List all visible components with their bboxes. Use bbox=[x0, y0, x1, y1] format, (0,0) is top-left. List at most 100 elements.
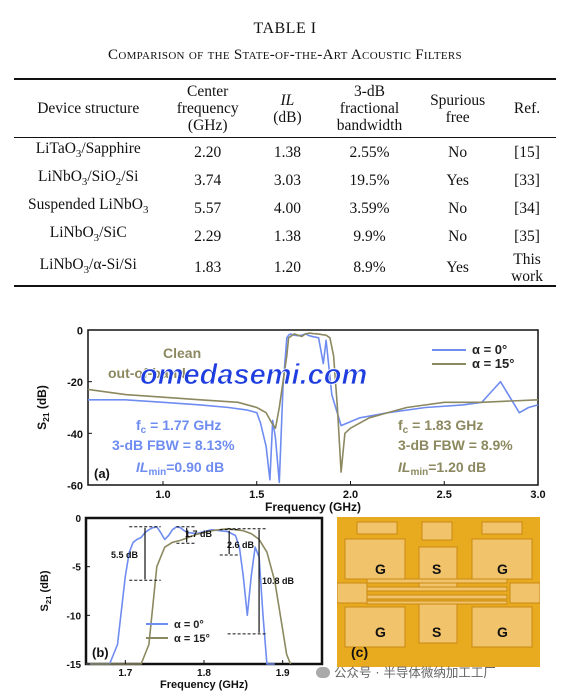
table-row: Suspended LiNbO3 5.57 4.00 3.59% No [34] bbox=[14, 194, 556, 222]
header-il: IL (dB) bbox=[273, 91, 302, 126]
legend-label-b-1: α = 15° bbox=[174, 633, 210, 645]
cell-ref: This work bbox=[511, 250, 543, 285]
y-axis-label: S21 (dB) bbox=[39, 570, 53, 611]
table-header-row: Device structure Center frequency (GHz) IL… bbox=[14, 79, 556, 138]
measure-label-1: 1.7 dB bbox=[185, 529, 213, 539]
cell-freq: 2.20 bbox=[194, 143, 222, 161]
pad-label-3: G bbox=[375, 624, 386, 640]
x-axis-label: Frequency (GHz) bbox=[265, 500, 361, 514]
y-tick-label: -5 bbox=[72, 563, 81, 574]
cell-device: LiTaO3/Sapphire bbox=[35, 140, 141, 161]
comparison-table: Device structure Center frequency (GHz) IL… bbox=[14, 78, 556, 287]
legend-label-1: α = 15° bbox=[472, 356, 514, 371]
electrode-10 bbox=[366, 586, 508, 592]
panel-label-c: (c) bbox=[351, 644, 368, 660]
cell-fbw: 2.55% bbox=[349, 143, 390, 161]
x-tick-label: 2.0 bbox=[343, 489, 358, 501]
table-title: Comparison of the State-of-the-Art Acous… bbox=[108, 47, 462, 63]
table-label: TABLE I bbox=[253, 20, 317, 37]
watermark: omedasemi.com bbox=[140, 359, 367, 391]
cell-fbw: 9.9% bbox=[353, 227, 386, 245]
electrode-2 bbox=[421, 521, 453, 541]
chip-photo: G S G G S G (c) bbox=[336, 517, 541, 667]
cell-spurious: No bbox=[448, 199, 468, 217]
x-tick-label: 1.7 bbox=[118, 668, 132, 679]
wechat-icon bbox=[316, 667, 330, 678]
panel-label: (a) bbox=[94, 466, 110, 481]
cell-ref: [33] bbox=[514, 171, 540, 189]
electrode-11 bbox=[366, 594, 508, 600]
electrode-9 bbox=[366, 578, 508, 584]
cell-spurious: Yes bbox=[446, 171, 469, 189]
series-line-1 bbox=[87, 332, 539, 473]
plot-frame bbox=[84, 516, 324, 666]
annotation-4: ILmin=0.90 dB bbox=[136, 459, 224, 478]
x-axis-label: Frequency (GHz) bbox=[160, 679, 248, 691]
x-tick-label: 2.5 bbox=[437, 489, 452, 501]
cell-il: 1.38 bbox=[273, 143, 301, 161]
y-tick-label: -10 bbox=[67, 611, 82, 622]
legend-label-0: α = 0° bbox=[472, 342, 507, 357]
y-tick-label: -40 bbox=[67, 429, 83, 441]
annotation-1: out-of-band bbox=[108, 365, 186, 381]
plot-frame bbox=[87, 329, 539, 486]
electrode-12 bbox=[366, 600, 508, 605]
measure-label-2: 2.6 dB bbox=[227, 540, 255, 550]
annotation-5: fc = 1.83 GHz bbox=[398, 417, 483, 436]
cell-freq: 2.29 bbox=[194, 227, 222, 245]
x-tick-label: 1.9 bbox=[276, 668, 290, 679]
electrode-0 bbox=[356, 521, 398, 535]
cell-device: LiNbO3/α-Si/Si bbox=[39, 255, 137, 277]
annotation-0: Clean bbox=[163, 345, 201, 361]
cell-device: LiNbO3/SiC bbox=[49, 224, 127, 245]
cell-il: 3.03 bbox=[273, 171, 301, 189]
y-tick-label: -60 bbox=[67, 481, 83, 493]
footer-credit: 公众号 · 半导体微纳加工工厂 bbox=[316, 662, 496, 681]
chip-electrodes bbox=[336, 521, 541, 648]
chip-pad-labels: G S G G S G bbox=[375, 561, 508, 640]
chip-drawing: G S G G S G (c) bbox=[336, 517, 541, 667]
table-row: LiTaO3/Sapphire 2.20 1.38 2.55% No [15] bbox=[14, 138, 556, 167]
pad-label-5: G bbox=[497, 624, 508, 640]
pad-label-0: G bbox=[375, 561, 386, 577]
header-spurious-free: Spurious free bbox=[430, 91, 486, 126]
electrode-8 bbox=[418, 602, 458, 644]
series-line-0 bbox=[86, 526, 275, 665]
header-device-structure: Device structure bbox=[37, 100, 140, 117]
table-row: LiNbO3/α-Si/Si 1.83 1.20 8.9% Yes This w… bbox=[14, 250, 556, 286]
electrode-13 bbox=[336, 582, 368, 604]
cell-spurious: No bbox=[448, 143, 468, 161]
cell-ref: [34] bbox=[514, 199, 540, 217]
cell-il: 1.38 bbox=[273, 227, 301, 245]
electrode-4 bbox=[471, 538, 533, 580]
cell-freq: 5.57 bbox=[194, 199, 222, 217]
x-tick-label: 1.0 bbox=[155, 489, 170, 501]
measure-label-0: 5.5 dB bbox=[111, 550, 139, 560]
electrode-14 bbox=[509, 582, 541, 604]
x-tick-label: 3.0 bbox=[530, 489, 545, 501]
cell-ref: [35] bbox=[514, 227, 540, 245]
cell-il: 1.20 bbox=[273, 259, 301, 276]
header-fbw: 3-dB fractional bandwidth bbox=[336, 83, 403, 134]
cell-device: Suspended LiNbO3 bbox=[28, 196, 149, 217]
series-line-1 bbox=[86, 527, 292, 665]
x-tick-label: 1.8 bbox=[197, 668, 211, 679]
electrode-3 bbox=[344, 538, 406, 580]
electrode-7 bbox=[471, 606, 533, 648]
y-tick-label: 0 bbox=[77, 326, 83, 338]
cell-device: LiNbO3/SiO2/Si bbox=[38, 168, 139, 189]
cell-spurious: Yes bbox=[446, 259, 469, 276]
measure-label-3: 10.8 dB bbox=[262, 576, 295, 586]
pad-label-4: S bbox=[432, 624, 441, 640]
annotation-2: fc = 1.77 GHz bbox=[136, 417, 221, 436]
y-tick-label: 0 bbox=[75, 514, 81, 525]
cell-fbw: 19.5% bbox=[349, 171, 390, 189]
pad-label-2: G bbox=[497, 561, 508, 577]
annotation-3: 3-dB FBW = 8.13% bbox=[112, 437, 235, 453]
cell-ref: [15] bbox=[514, 143, 540, 161]
y-tick-label: -15 bbox=[67, 660, 82, 671]
table-row: LiNbO3/SiC 2.29 1.38 9.9% No [35] bbox=[14, 222, 556, 250]
electrode-6 bbox=[344, 606, 406, 648]
cell-il: 4.00 bbox=[273, 199, 301, 217]
header-ref: Ref. bbox=[513, 100, 541, 117]
